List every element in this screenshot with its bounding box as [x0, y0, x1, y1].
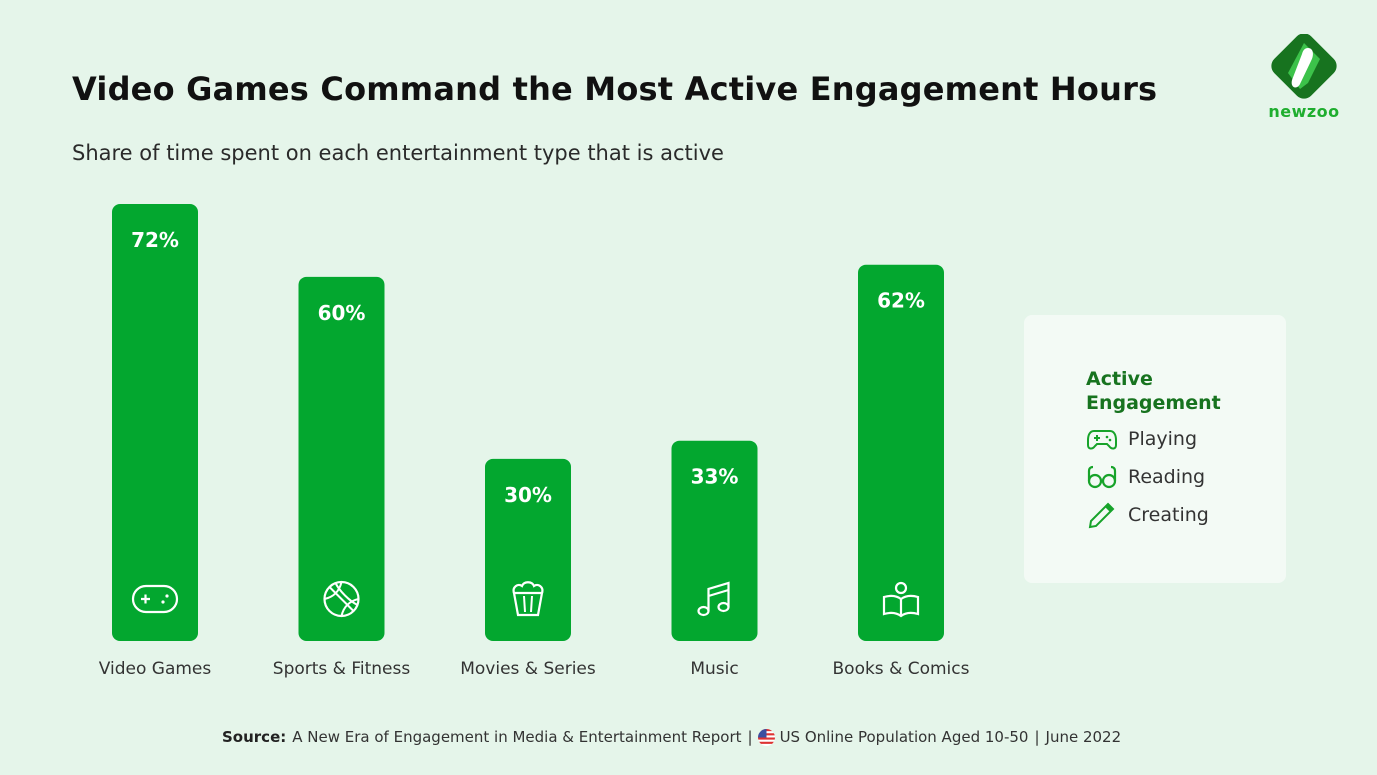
newzoo-wordmark: newzoo	[1268, 102, 1340, 121]
bar-value-label: 60%	[318, 301, 366, 325]
bar-value-label: 30%	[504, 483, 552, 507]
pencil-icon	[1088, 502, 1115, 529]
basketball-icon	[323, 580, 360, 618]
legend-title-line1: Active	[1086, 368, 1153, 390]
legend-label: Reading	[1128, 466, 1206, 488]
legend-item-reading: Reading	[1086, 463, 1205, 491]
separator: |	[1034, 728, 1040, 746]
glasses-icon	[1087, 465, 1117, 489]
source-label: Source:	[222, 728, 287, 746]
legend-label: Playing	[1128, 428, 1198, 450]
source-date: June 2022	[1045, 728, 1122, 746]
category-label: Video Games	[99, 659, 212, 679]
gamepad-icon	[131, 584, 179, 614]
category-label: Music	[690, 659, 738, 679]
category-label: Movies & Series	[460, 659, 596, 679]
us-flag-icon	[757, 728, 775, 746]
bar-value-label: 62%	[877, 289, 925, 313]
legend: Active Engagement Playing Reading Creati…	[1024, 315, 1286, 583]
separator: |	[747, 728, 753, 746]
category-label: Sports & Fitness	[273, 659, 411, 679]
bar-chart: 72% Video Games 60% Sports & Fitness 30% Movi…	[99, 204, 970, 679]
legend-title-line2: Engagement	[1086, 392, 1221, 414]
legend-item-creating: Creating	[1086, 501, 1209, 529]
source-population: US Online Population Aged 10-50	[779, 728, 1029, 746]
chart-subtitle: Share of time spent on each entertainmen…	[72, 141, 724, 165]
bar-value-label: 72%	[131, 228, 179, 252]
gamepad-icon	[1087, 430, 1117, 450]
source-footer: Source: A New Era of Engagement in Media…	[222, 728, 1121, 746]
bar-music	[671, 440, 758, 641]
bar-sports-fitness	[298, 276, 385, 641]
bar-value-label: 33%	[691, 465, 739, 489]
reader-book-icon	[882, 581, 920, 618]
legend-label: Creating	[1128, 504, 1209, 526]
bar-books-comics	[858, 264, 944, 641]
chart-title: Video Games Command the Most Active Enga…	[72, 70, 1158, 108]
popcorn-icon	[512, 581, 544, 617]
music-note-icon	[697, 581, 730, 617]
legend-title: Active Engagement	[1086, 367, 1221, 415]
bar-video-games	[112, 204, 198, 641]
legend-item-playing: Playing	[1086, 425, 1197, 453]
category-label: Books & Comics	[833, 659, 970, 679]
bar-movies-series	[485, 458, 571, 641]
newzoo-logo-icon	[1271, 34, 1337, 99]
source-report: A New Era of Engagement in Media & Enter…	[292, 728, 742, 746]
